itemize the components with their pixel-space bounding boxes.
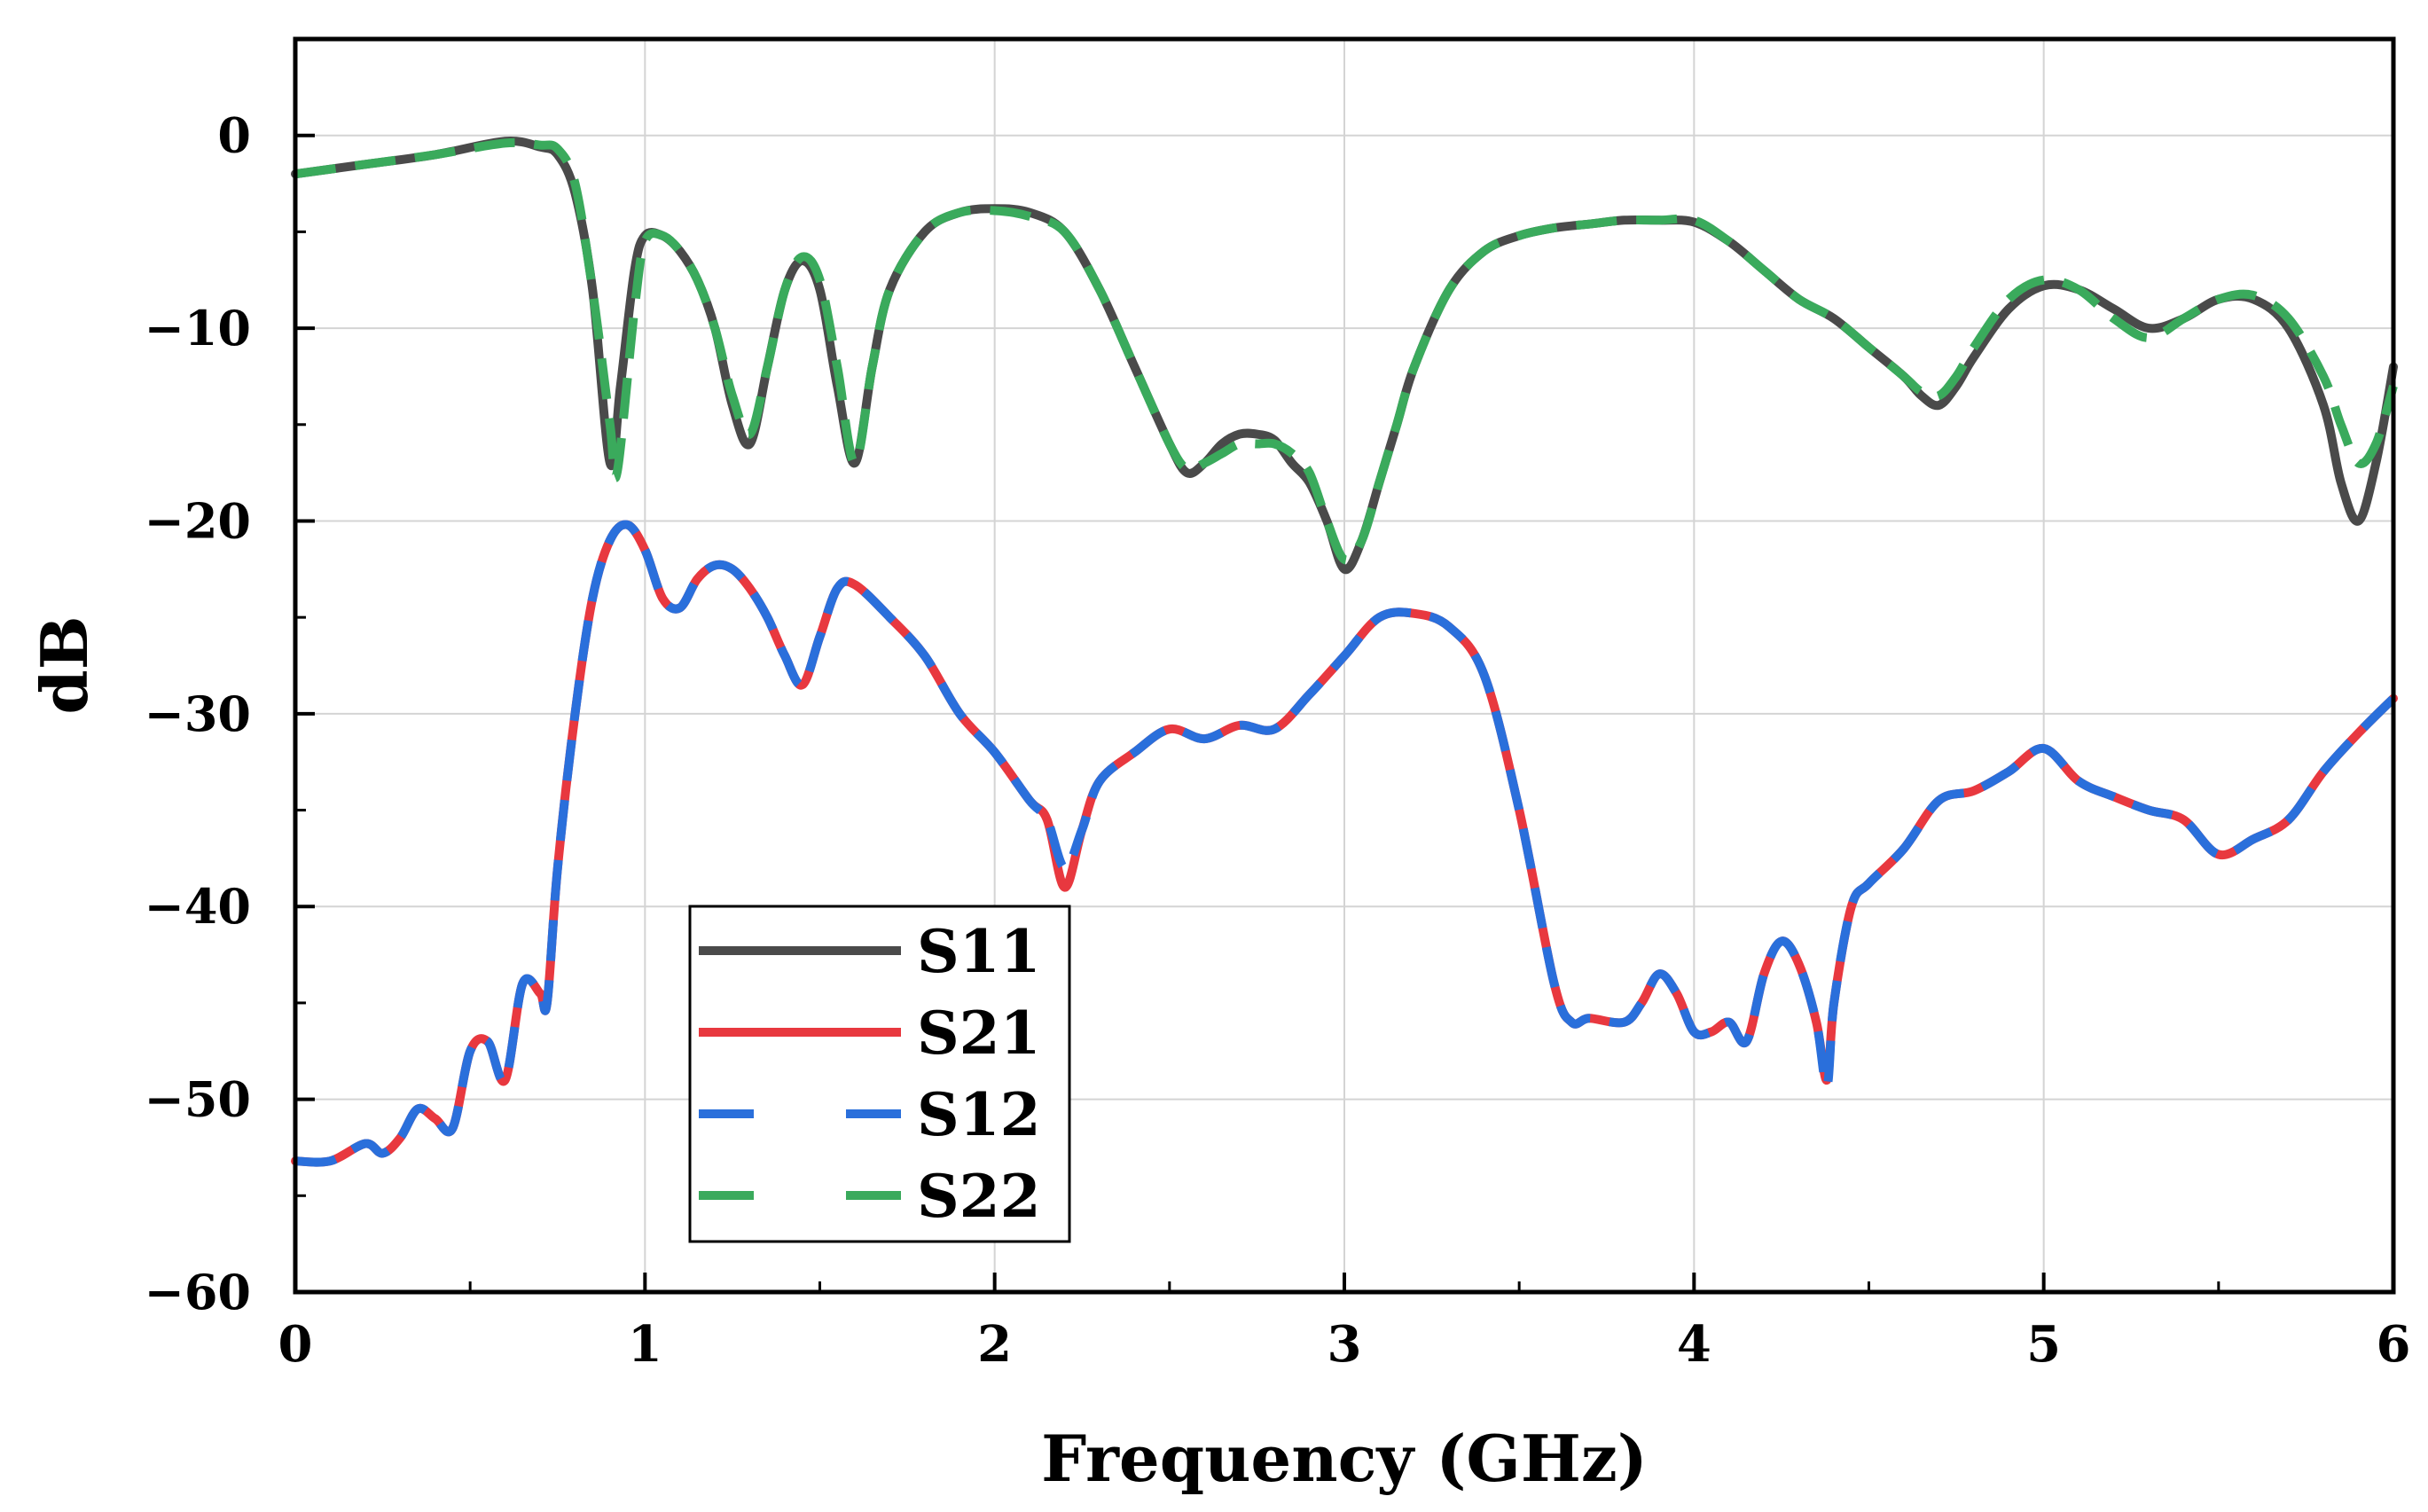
y-tick-label: −30: [145, 685, 251, 742]
y-axis-label: dB: [27, 615, 102, 714]
legend-label-s21: S21: [917, 999, 1041, 1068]
x-axis-label: Frequency (GHz): [1041, 1421, 1648, 1496]
series-layer: [291, 136, 2398, 1167]
x-tick-label: 1: [628, 1315, 662, 1374]
x-tick-label: 6: [2377, 1315, 2411, 1374]
y-tick-label: 0: [217, 107, 251, 164]
x-tick-label: 0: [278, 1315, 313, 1374]
x-tick-label: 3: [1328, 1315, 1362, 1374]
axis-ticks: 0 1 2 3 4 5 6 0 −10 −20 −30 −40 −50 −60: [145, 37, 2411, 1374]
legend-box: [688, 905, 1071, 1243]
x-tick-label: 5: [2026, 1315, 2061, 1374]
series-line-s22: [294, 137, 2398, 565]
legend: S11 S21 S12 S22: [688, 905, 1071, 1243]
x-tick-label: 2: [977, 1315, 1012, 1374]
grid-lines: [295, 39, 2393, 1292]
legend-label-s12: S12: [917, 1080, 1041, 1149]
y-tick-label: −40: [145, 878, 251, 935]
legend-label-s22: S22: [917, 1162, 1041, 1231]
y-tick-label: −20: [145, 492, 251, 549]
y-tick-label: −50: [145, 1071, 251, 1128]
series-line-s12: [294, 520, 2397, 1167]
x-tick-label: 4: [1677, 1315, 1711, 1374]
y-tick-label: −60: [145, 1264, 251, 1320]
legend-label-s11: S11: [917, 917, 1041, 986]
y-tick-label: −10: [145, 300, 251, 356]
